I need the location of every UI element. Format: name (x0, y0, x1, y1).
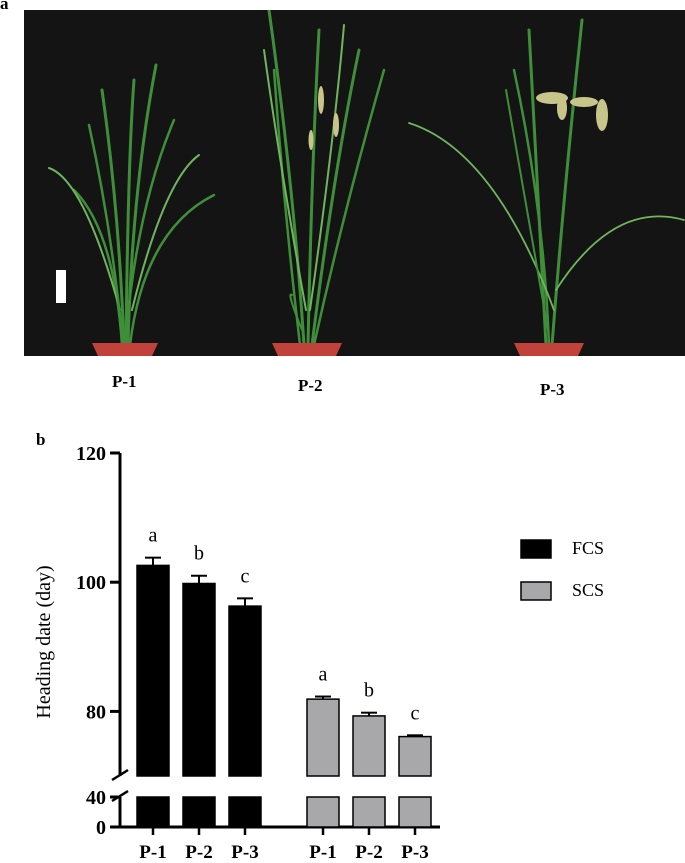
plant-p1 (48, 63, 216, 347)
plant-label-p2: P-2 (298, 376, 323, 395)
legend-label-fcs: FCS (572, 538, 605, 558)
legend-swatch-scs (520, 581, 552, 601)
pot-p2 (272, 343, 342, 356)
y-tick-label: 40 (86, 787, 106, 809)
panicles-p3 (536, 92, 608, 131)
bar-lower-scs-p-2 (352, 796, 386, 828)
x-tick-label: P-1 (139, 842, 166, 863)
bar-scs-p-3 (398, 735, 432, 777)
significance-letter: c (241, 565, 250, 587)
bar-fcs-p-3 (228, 605, 262, 777)
y-tick-label: 0 (96, 817, 106, 839)
y-tick-label: 100 (76, 572, 106, 594)
scale-bar (56, 270, 66, 303)
plant-p3 (408, 18, 685, 347)
plant-p2 (263, 10, 386, 347)
significance-letter: a (319, 664, 328, 686)
x-tick-label: P-3 (401, 842, 428, 863)
panel-b-letter: b (36, 430, 46, 449)
y-tick-label: 80 (86, 701, 106, 723)
pot-p3 (514, 343, 584, 356)
heading-date-chart: Heading date (day) 80 100 120 0 40 a P-1 b P-2 c… (33, 443, 440, 863)
x-tick-label: P-2 (185, 842, 212, 863)
significance-letter: c (411, 702, 420, 724)
panel-a-letter: a (0, 0, 9, 13)
significance-letter: b (194, 543, 204, 565)
plant-label-p3: P-3 (540, 380, 565, 399)
panicles-p2 (308, 86, 339, 150)
significance-letter: a (149, 525, 158, 547)
y-axis-label: Heading date (day) (33, 565, 55, 718)
bar-lower-scs-p-3 (398, 796, 432, 828)
pot-p1 (92, 343, 158, 356)
x-tick-label: P-2 (355, 842, 382, 863)
bar-fcs-p-2 (182, 582, 216, 777)
legend-label-scs: SCS (572, 580, 605, 600)
x-tick-label: P-3 (231, 842, 258, 863)
axis-break-mark-upper (111, 768, 129, 782)
significance-letter: b (364, 680, 374, 702)
bar-lower-fcs-p-2 (182, 796, 216, 828)
y-tick-label: 120 (76, 443, 106, 465)
legend-swatch-fcs (520, 539, 552, 559)
plant-photograph (24, 10, 685, 356)
bar-lower-scs-p-1 (306, 796, 340, 828)
bar-lower-fcs-p-1 (136, 796, 170, 828)
plant-label-p1: P-1 (112, 372, 137, 391)
x-tick-label: P-1 (309, 842, 336, 863)
